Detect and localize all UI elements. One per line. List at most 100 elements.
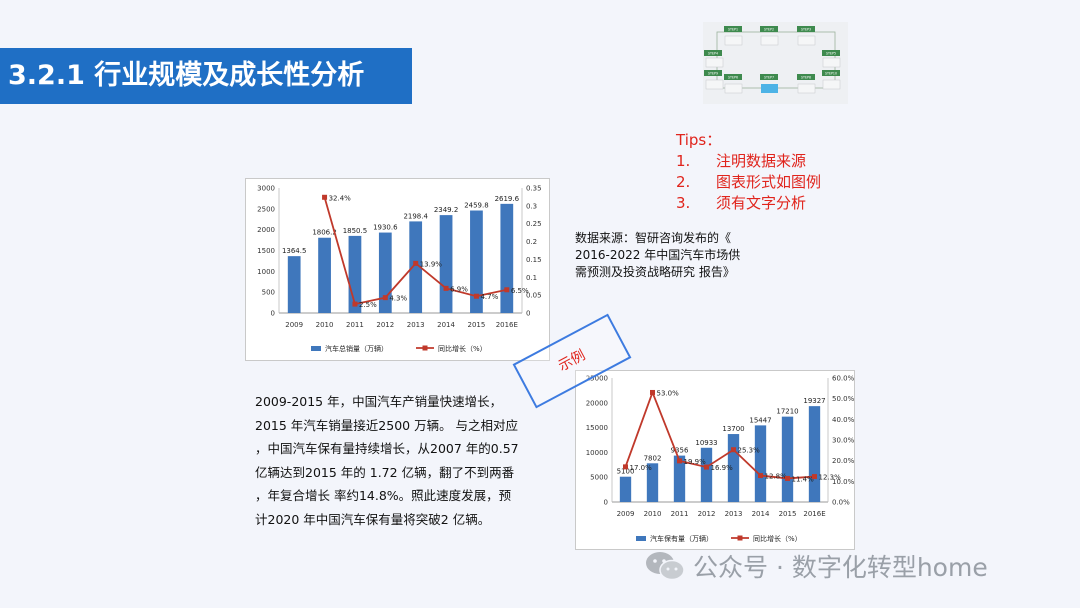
analysis-line: 2015 年汽车销量接近2500 万辆。 与之相对应: [255, 417, 519, 433]
tips-box: Tips： 1. 注明数据来源 2. 图表形式如图例 3. 须有文字分析: [676, 130, 821, 214]
growth-data-label: 2.5%: [359, 301, 377, 309]
ownership-chart-panel: 0 5000 10000 15000 20000 25000 0.0% 10.0% 20.0% 3…: [575, 370, 855, 550]
x-tick-label: 2009: [285, 321, 303, 329]
bar: [646, 463, 659, 502]
flow-step-node: [760, 74, 778, 80]
y-tick-label: 500: [262, 289, 275, 297]
flow-step-node: [760, 26, 778, 32]
flow-step-node: [704, 70, 722, 76]
source-line: 数据来源：智研咨询发布的《: [575, 231, 732, 245]
bar-data-label: 1850.5: [343, 227, 368, 235]
y2-tick-label: 0.2: [526, 238, 537, 246]
bar: [700, 447, 713, 502]
x-tick-label: 2016E: [803, 510, 825, 518]
legend-bar-label: 汽车保有量（万辆）: [650, 534, 713, 543]
flow-step-box: [724, 35, 743, 46]
bar-data-label: 7802: [644, 454, 662, 462]
bar: [673, 455, 686, 502]
sales-chart: 0 500 1000 1500 2000 2500 3000 0 0.05 0.1 0.15 0.2 0…: [257, 185, 542, 354]
x-tick-label: 2015: [468, 321, 486, 329]
growth-data-label: 4.3%: [389, 295, 407, 303]
flow-step-node: [822, 50, 840, 56]
flow-highlight-box: [761, 84, 778, 93]
tips-item: 2. 图表形式如图例: [676, 172, 821, 193]
growth-data-label: 6.5%: [511, 287, 529, 295]
x-tick-label: 2014: [437, 321, 455, 329]
watermark-text: 公众号 · 数字化转型home: [693, 553, 988, 582]
flow-step-node: [724, 74, 742, 80]
tips-heading: Tips：: [676, 131, 722, 149]
growth-point: [504, 287, 510, 293]
bar-data-label: 2619.6: [495, 195, 520, 203]
flow-step-node: [724, 26, 742, 32]
x-tick-label: 2015: [779, 510, 797, 518]
tips-item: 3. 须有文字分析: [676, 193, 821, 214]
y2-tick-label: 0.15: [526, 256, 542, 264]
analysis-text: 2009-2015 年，中国汽车产销量快速增长， 2015 年汽车销量接近250…: [255, 390, 550, 531]
tips-item: 1. 注明数据来源: [676, 151, 821, 172]
y2-tick-label: 30.0%: [832, 437, 854, 445]
growth-point: [623, 464, 628, 470]
analysis-line: 2009-2015 年，中国汽车产销量快速增长，: [255, 394, 503, 409]
growth-point: [352, 301, 358, 307]
growth-data-label: 19.9%: [684, 458, 707, 466]
y2-tick-label: 0.3: [526, 202, 537, 210]
wechat-icon: [646, 552, 685, 581]
y-tick-label: 2000: [257, 226, 275, 234]
tips-item-text: 注明数据来源: [716, 152, 807, 170]
flow-step-box: [822, 57, 841, 68]
y2-tick-label: 0.05: [526, 292, 542, 300]
bar: [781, 416, 794, 502]
y-tick-label: 10000: [586, 449, 608, 457]
legend-bar-swatch: [311, 346, 321, 351]
y-tick-label: 0: [271, 310, 275, 318]
y-tick-label: 20000: [586, 399, 608, 407]
flow-step-label: STEP1: [728, 28, 738, 32]
watermark: 公众号 · 数字化转型home: [645, 548, 988, 584]
bar: [500, 203, 514, 313]
growth-data-label: 32.4%: [329, 194, 352, 202]
growth-point: [758, 473, 763, 479]
growth-data-label: 11.4%: [792, 475, 815, 483]
flow-step-box: [705, 79, 724, 90]
x-tick-label: 2011: [346, 321, 364, 329]
growth-data-label: 53.0%: [657, 389, 680, 397]
legend-bar-swatch: [636, 536, 646, 541]
flow-step-box: [705, 57, 724, 68]
flow-step-node: [797, 74, 815, 80]
flow-step-label: STEP8: [801, 76, 811, 80]
flow-step-label: STEP3: [801, 28, 811, 32]
growth-point: [785, 475, 790, 481]
y2-tick-label: 0.25: [526, 220, 542, 228]
flow-step-label: STEP9: [708, 72, 718, 76]
bar-data-label: 15447: [749, 416, 771, 424]
growth-data-label: 13.9%: [420, 260, 443, 268]
x-tick-label: 2012: [376, 321, 394, 329]
process-flow-diagram: STEP1 STEP2 STEP3 STEP4 STEP5 STEP6 STEP7 STEP8…: [704, 26, 841, 94]
source-line: 2016-2022 年中国汽车市场供: [575, 248, 741, 262]
growth-point: [704, 464, 709, 470]
flow-step-box: [797, 35, 816, 46]
bar: [409, 221, 423, 313]
y2-tick-label: 0.0%: [832, 499, 850, 507]
growth-point: [413, 260, 419, 266]
y2-tick-label: 40.0%: [832, 416, 854, 424]
bar-data-label: 1930.6: [373, 224, 398, 232]
x-tick-label: 2014: [752, 510, 770, 518]
y-tick-label: 0: [604, 499, 608, 507]
x-tick-label: 2010: [644, 510, 662, 518]
tips-item-text: 须有文字分析: [716, 194, 807, 212]
bar: [287, 256, 301, 313]
bar: [619, 476, 632, 502]
y2-tick-label: 50.0%: [832, 395, 854, 403]
slide-title: 3.2.1 行业规模及成长性分析: [0, 48, 412, 104]
growth-data-label: 16.9%: [711, 464, 734, 472]
flow-step-box: [760, 35, 779, 46]
growth-point: [322, 194, 328, 200]
flow-step-label: STEP5: [826, 52, 836, 56]
y-tick-label: 15000: [586, 424, 608, 432]
growth-data-label: 6.9%: [450, 285, 468, 293]
analysis-line: ，中国汽车保有量持续增长，从2007 年的0.57: [255, 441, 519, 456]
bar-data-label: 10933: [695, 439, 717, 447]
bar: [470, 210, 483, 313]
